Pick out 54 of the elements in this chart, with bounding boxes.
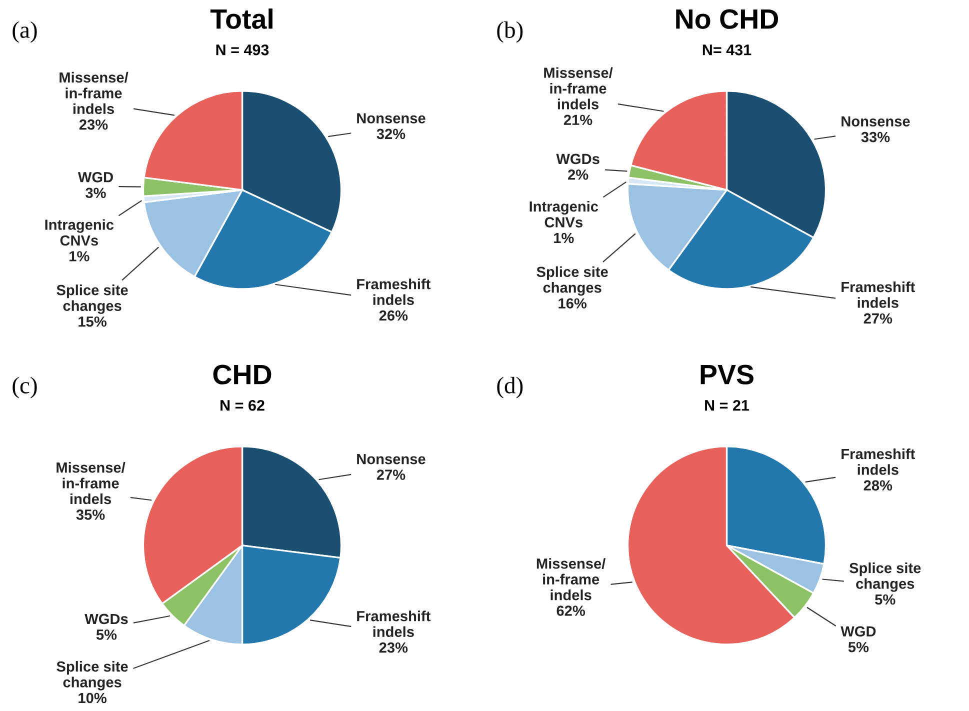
slice-label: Missense/ in-frame indels [536,558,606,600]
data-label: 1% [70,251,90,262]
slice-label: Splice site changes [56,660,128,690]
data-label: 5% [875,594,896,605]
data-label: 26% [379,310,408,321]
chart-subtitle: N = 62 [220,400,264,411]
data-label: 5% [848,642,869,652]
data-label: 28% [864,480,892,491]
chart-title: Total [210,8,272,29]
chart-subtitle: N = 493 [216,44,269,56]
data-label: 10% [78,692,107,704]
slice-label: Splice site changes [536,266,608,296]
slice-label: Frameshift indels [357,610,431,638]
slice-label: Intragenic CNVs [45,219,114,246]
chart-title: PVS [700,364,754,384]
data-label: 5% [96,630,117,640]
data-label: 15% [78,316,107,327]
chart-subtitle: N= 431 [702,44,752,56]
slice-label: Frameshift indels [842,281,916,308]
slice-label: WGDs [556,154,600,164]
data-label: 1% [554,232,574,244]
data-label: 33% [861,132,890,142]
slice-label: Frameshift indels [842,448,916,475]
slice-label: WGD [840,626,876,637]
text: (d) [497,376,523,398]
data-label: 27% [376,470,406,480]
slice-label: Missense/ in-frame indels [60,72,128,114]
data-label: 23% [79,119,108,130]
data-label: 16% [558,298,587,309]
slice-label: Splice site changes [849,562,921,592]
data-label: 2% [568,169,588,180]
slice-label: Missense/ in-frame indels [544,67,613,110]
slice-label: Intragenic CNVs [530,200,598,228]
slice-label: Nonsense [357,113,426,124]
slice-label: WGDs [84,614,128,624]
text: (b) [497,21,523,43]
slice-label: Missense/ in-frame indels [56,462,126,504]
slice-label: Frameshift indels [357,278,431,305]
data-label: 3% [86,188,106,198]
slice-label: Nonsense [357,454,426,464]
text: (a) [12,21,37,43]
chart-subtitle: N = 21 [705,400,750,411]
data-label: 35% [76,510,105,520]
text: (c) [12,376,37,398]
data-label: 32% [376,128,406,140]
data-label: 21% [564,114,592,126]
data-label: 27% [864,313,892,324]
data-label: 62% [556,606,586,616]
slice-label: Splice site changes [56,284,128,314]
data-label: 23% [379,642,408,653]
chart-title: No CHD [676,9,778,29]
slice-label: Nonsense [842,116,910,127]
chart-title: CHD [213,364,272,384]
slice-label: WGD [78,172,113,182]
